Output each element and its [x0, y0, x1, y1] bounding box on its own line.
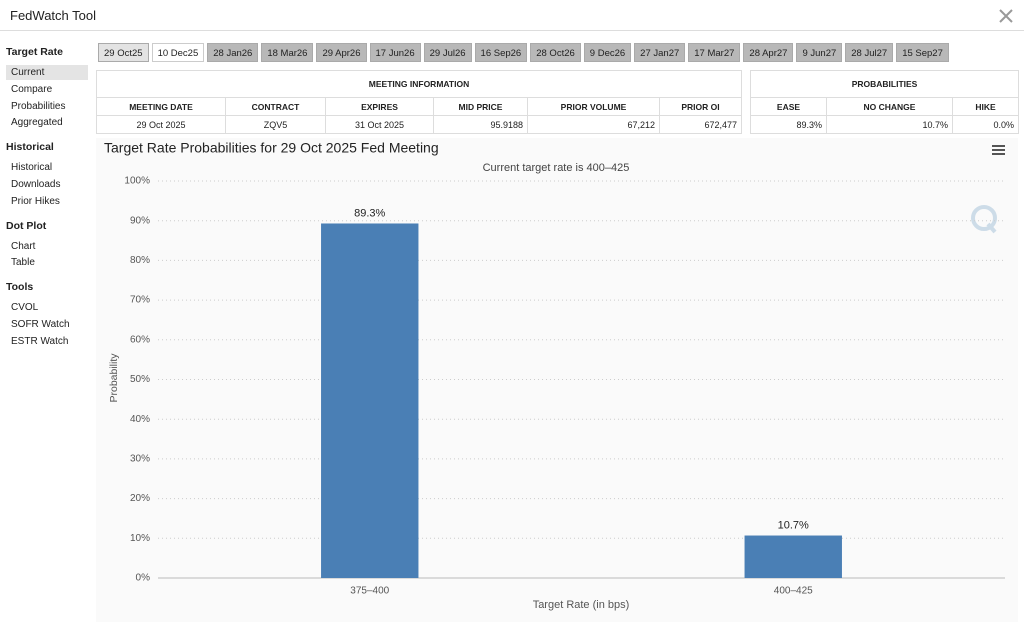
sidebar-link[interactable]: Aggregated: [11, 117, 63, 129]
table-row: 29 Oct 2025 ZQV5 31 Oct 2025 95.9188 67,212 6…: [96, 115, 743, 134]
y-tick-label: 20%: [130, 493, 150, 504]
meeting-table: MEETING INFORMATION MEETING DATE CONTRACT E…: [95, 70, 743, 134]
x-tick-label: 400–425: [774, 586, 813, 597]
table-cell: 31 Oct 2025: [325, 115, 434, 134]
bar: [744, 535, 842, 578]
table-cell: ZQV5: [225, 115, 326, 134]
sidebar-link[interactable]: Chart: [11, 240, 36, 252]
sidebar-link[interactable]: Current: [6, 65, 88, 80]
sidebar-link[interactable]: Downloads: [11, 179, 61, 190]
meeting-tab[interactable]: 28 Jan26: [207, 43, 259, 62]
y-tick-label: 90%: [130, 215, 150, 226]
sidebar-link[interactable]: SOFR Watch: [11, 319, 70, 330]
sidebar-section-title: Tools: [6, 281, 34, 294]
table-cell: 29 Oct 2025: [96, 115, 226, 134]
column-header: HIKE: [951, 97, 1020, 116]
table-cell: 10.7%: [826, 115, 953, 134]
x-tick-label: 375–400: [350, 586, 389, 597]
meeting-tab[interactable]: 9 Jun27: [796, 43, 843, 62]
meeting-tab[interactable]: 29 Apr26: [316, 43, 367, 62]
meeting-tab[interactable]: 10 Dec25: [151, 43, 205, 62]
table-cell: 67,212: [527, 115, 660, 134]
sidebar-link[interactable]: Historical: [11, 162, 53, 174]
table-cell: 672,477: [658, 115, 743, 134]
chart-subtitle: Current target rate is 400–425: [483, 162, 630, 174]
sidebar-section-title: Historical: [6, 141, 54, 154]
column-header: NO CHANGE: [826, 97, 953, 116]
table-title-row: MEETING INFORMATION: [95, 70, 743, 98]
y-tick-label: 30%: [130, 454, 150, 465]
menu-button[interactable]: [992, 145, 1005, 155]
chart: Target Rate Probabilities for 29 Oct 202…: [96, 138, 1018, 622]
column-header: MID PRICE: [433, 97, 528, 116]
bar: [321, 223, 419, 578]
sidebar-link[interactable]: Probabilities: [11, 100, 66, 112]
y-tick-label: 50%: [130, 374, 150, 385]
y-tick-label: 100%: [124, 176, 150, 187]
column-header: MEETING DATE: [96, 97, 226, 116]
close-button[interactable]: [998, 8, 1014, 24]
y-tick-label: 40%: [130, 414, 150, 425]
table-row: 89.3% 10.7% 0.0%: [750, 115, 1020, 134]
column-header: PRIOR VOLUME: [527, 97, 660, 116]
probability-table: PROBABILITIES EASE NO CHANGE HIKE 89.3% 10.7%…: [749, 70, 1020, 134]
sidebar-link[interactable]: Prior Hikes: [11, 195, 60, 207]
meeting-tab[interactable]: 28 Apr27: [743, 43, 794, 62]
meeting-tab[interactable]: 28 Oct26: [530, 43, 581, 62]
y-tick-label: 70%: [130, 295, 150, 306]
y-axis-label: Probability: [108, 353, 120, 403]
sidebar-link[interactable]: CVOL: [11, 302, 39, 314]
meeting-tabs: 29 Oct25 10 Dec25 28 Jan26 18 Mar26 29 Apr26…: [98, 43, 949, 62]
y-tick-label: 0%: [136, 573, 151, 584]
y-tick-label: 60%: [130, 334, 150, 345]
app-title: FedWatch Tool: [10, 8, 96, 23]
table-title: PROBABILITIES: [749, 70, 1020, 98]
meeting-tab[interactable]: 9 Dec26: [583, 43, 632, 62]
header: FedWatch Tool: [0, 0, 1024, 31]
chart-background: [96, 138, 1018, 622]
meeting-tab[interactable]: 27 Jan27: [634, 43, 686, 62]
table-header-row: MEETING DATE CONTRACT EXPIRES MID PRICE PRIO…: [96, 97, 743, 116]
sidebar-section-title: Target Rate: [6, 46, 63, 58]
sidebar-link[interactable]: ESTR Watch: [11, 335, 69, 347]
sidebar: Target Rate Current Compare Probabilities Ag…: [0, 0, 95, 626]
watermark: [971, 205, 997, 234]
meeting-tab[interactable]: 18 Mar26: [261, 43, 314, 62]
column-header: EXPIRES: [325, 97, 434, 116]
data-label: 10.7%: [778, 519, 809, 531]
chart-title: Target Rate Probabilities for 29 Oct 202…: [104, 140, 439, 156]
column-header: PRIOR OI: [658, 97, 743, 116]
meeting-tab[interactable]: 29 Jul26: [423, 43, 472, 62]
table-cell: 0.0%: [951, 115, 1020, 134]
sidebar-link[interactable]: Table: [11, 257, 35, 269]
column-header: CONTRACT: [225, 97, 326, 116]
table-header-row: EASE NO CHANGE HIKE: [750, 97, 1020, 116]
sidebar-section-title: Dot Plot: [6, 219, 47, 232]
meeting-tab[interactable]: 29 Oct25: [98, 43, 149, 62]
table-title: MEETING INFORMATION: [95, 70, 743, 98]
table-title-row: PROBABILITIES: [749, 70, 1020, 98]
y-tick-label: 80%: [130, 255, 150, 266]
x-axis-label: Target Rate (in bps): [533, 599, 630, 611]
meeting-tab[interactable]: 15 Sep27: [896, 43, 949, 62]
data-label: 89.3%: [354, 207, 385, 219]
meeting-tab[interactable]: 28 Jul27: [845, 43, 894, 62]
meeting-tab[interactable]: 17 Jun26: [369, 43, 421, 62]
sidebar-link[interactable]: Compare: [11, 83, 53, 95]
meeting-tab[interactable]: 16 Sep26: [474, 43, 528, 62]
y-tick-label: 10%: [130, 533, 150, 544]
table-cell: 95.9188: [433, 115, 528, 134]
column-header: EASE: [750, 97, 827, 116]
meeting-tab[interactable]: 17 Mar27: [688, 43, 741, 62]
table-cell: 89.3%: [750, 115, 827, 134]
